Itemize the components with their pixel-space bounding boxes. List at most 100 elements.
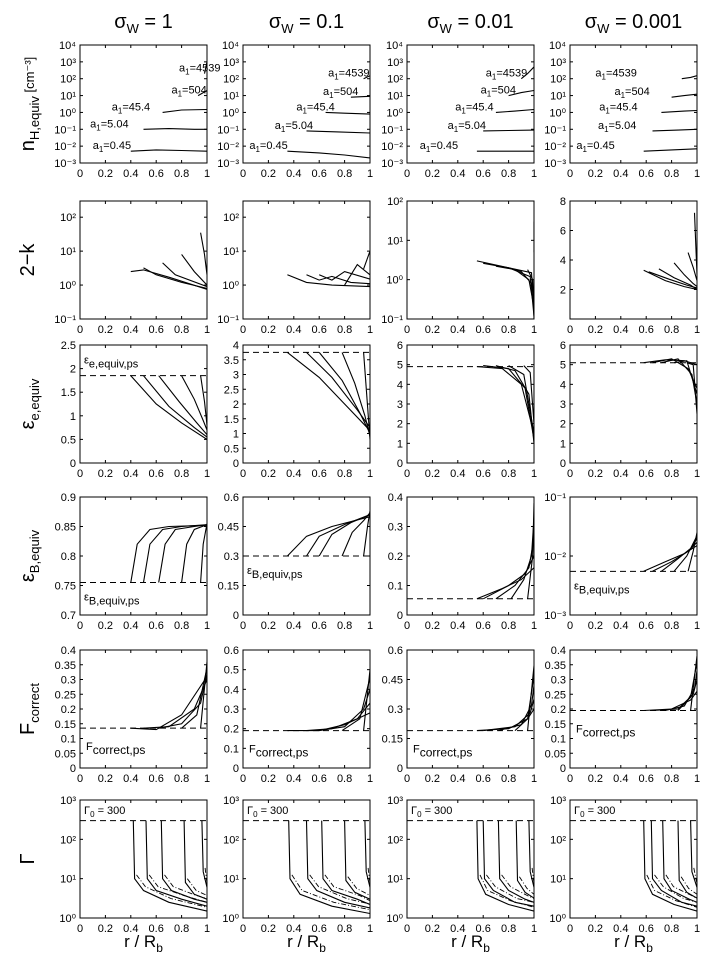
y-tick-label: 10⁴ bbox=[222, 40, 239, 52]
a1-sub: 1 bbox=[96, 123, 101, 132]
y-tick-label: 2.5 bbox=[224, 384, 239, 396]
x-tick-label: 0.6 bbox=[639, 168, 654, 180]
y-tick-label: 10⁴ bbox=[59, 40, 76, 52]
series-line bbox=[652, 128, 697, 132]
a1-symbol: a bbox=[323, 86, 330, 98]
y-tick-label: 10² bbox=[387, 196, 403, 208]
x-axis-label-sub: b bbox=[646, 941, 653, 955]
x-tick-label: 0.8 bbox=[501, 324, 516, 336]
series-line bbox=[201, 820, 207, 888]
series-line bbox=[143, 375, 207, 438]
plot-frame bbox=[242, 44, 371, 164]
x-tick-label: 0.8 bbox=[337, 620, 352, 632]
y-tick-label: 0.45 bbox=[382, 675, 403, 687]
subplot-r3-c2: 0 0.2 0.4 0.6 0.8 1 0 0.1 0.2 0.3 0.4 bbox=[388, 492, 537, 632]
a1-sub: 1 bbox=[99, 145, 104, 154]
x-tick-label: 0.8 bbox=[664, 168, 679, 180]
subplot-r3-c0: 0 0.2 0.4 0.6 0.8 1 0.7 0.75 0.8 0.85 0.9 εB,equiv,… bbox=[55, 492, 210, 632]
a1-value: =0.45 bbox=[587, 140, 615, 152]
a1-value: =45.4 bbox=[122, 101, 150, 113]
y-tick-label: 4 bbox=[397, 379, 403, 391]
y-tick-label: 10⁻² bbox=[217, 141, 239, 153]
x-tick-label: 0.8 bbox=[664, 468, 679, 480]
series-line bbox=[364, 820, 370, 888]
x-tick-label: 0.8 bbox=[337, 324, 352, 336]
a1-symbol: a bbox=[179, 63, 186, 75]
series-line bbox=[510, 517, 534, 600]
series-line bbox=[181, 254, 207, 286]
y-tick-label: 0 bbox=[397, 458, 403, 470]
series-line bbox=[158, 375, 207, 436]
y-tick-label: 0.2 bbox=[61, 704, 76, 716]
y-tick-label: 4 bbox=[233, 340, 239, 352]
a1-sub: 1 bbox=[487, 90, 492, 99]
x-tick-label: 0 bbox=[567, 773, 573, 785]
x-tick-label: 0.8 bbox=[664, 620, 679, 632]
a1-value: =504 bbox=[182, 85, 207, 97]
a1-symbol: a bbox=[614, 86, 621, 98]
series-line bbox=[482, 555, 534, 600]
x-tick-label: 0.4 bbox=[286, 923, 301, 935]
y-tick-label: 5 bbox=[560, 360, 566, 372]
series-line bbox=[514, 675, 534, 732]
y-tick-label: 0.05 bbox=[545, 748, 566, 760]
x-axis-label: r / Rb bbox=[124, 932, 163, 955]
x-tick-label: 0.2 bbox=[261, 620, 276, 632]
plot-frame bbox=[569, 200, 698, 320]
series-line bbox=[287, 351, 370, 431]
x-tick-label: 0 bbox=[240, 773, 246, 785]
x-tick-label: 0.2 bbox=[261, 468, 276, 480]
series-line-dashdot bbox=[136, 874, 207, 908]
subplot-r2-c0: 0 0.2 0.4 0.6 0.8 1 0 0.5 1 1.5 2 2.5 εe,equiv,ps bbox=[61, 340, 210, 480]
x-tick-label: 1 bbox=[367, 324, 373, 336]
a1-series-label: a1=45.4 bbox=[112, 101, 150, 115]
y-tick-label: 3 bbox=[397, 399, 403, 411]
y-tick-label: 10⁻³ bbox=[54, 158, 76, 170]
a1-sub: 1 bbox=[604, 125, 609, 134]
x-tick-label: 0.2 bbox=[588, 773, 603, 785]
x-tick-label: 0.2 bbox=[425, 324, 440, 336]
y-tick-label: 10³ bbox=[387, 795, 403, 807]
x-tick-label: 0.6 bbox=[149, 620, 164, 632]
series-line bbox=[130, 375, 207, 440]
series-line bbox=[681, 75, 697, 80]
a1-series-label: a1=4539 bbox=[328, 68, 369, 82]
series-line bbox=[200, 232, 207, 275]
x-tick-label: 0.4 bbox=[613, 324, 628, 336]
y-tick-label: 0.15 bbox=[55, 719, 76, 731]
series-line bbox=[483, 699, 534, 732]
series-line bbox=[498, 685, 534, 732]
series-line bbox=[132, 820, 207, 912]
y-tick-label: 10⁰ bbox=[59, 107, 76, 119]
subplot-r5-c1: 0 0.2 0.4 0.6 0.8 1 10⁰ 10¹ 10² 10³ Γ0 = 300 bbox=[222, 795, 373, 935]
series-line-dashdot bbox=[501, 874, 534, 899]
x-tick-label: 0.4 bbox=[286, 324, 301, 336]
y-tick-label: 10⁴ bbox=[549, 40, 566, 52]
x-tick-label: 0.6 bbox=[639, 923, 654, 935]
y-tick-label: 1 bbox=[70, 411, 76, 423]
x-tick-label: 0.8 bbox=[501, 620, 516, 632]
x-tick-label: 0.2 bbox=[588, 923, 603, 935]
y-tick-label: 0.85 bbox=[55, 522, 76, 534]
x-tick-label: 0.6 bbox=[149, 773, 164, 785]
x-tick-label: 0.4 bbox=[286, 773, 301, 785]
x-tick-label: 0.2 bbox=[261, 773, 276, 785]
x-tick-label: 0 bbox=[567, 324, 573, 336]
series-line bbox=[483, 365, 534, 440]
y-tick-label: 10⁻² bbox=[544, 551, 566, 563]
y-tick-label: 0.15 bbox=[382, 734, 403, 746]
x-axis-label: r / Rb bbox=[614, 932, 653, 955]
a1-series-label: a1=45.4 bbox=[599, 101, 637, 115]
series-line bbox=[482, 820, 534, 907]
series-line bbox=[650, 820, 697, 907]
subplot-r5-c0: 0 0.2 0.4 0.6 0.8 1 10⁰ 10¹ 10² 10³ Γ0 = 300 bbox=[59, 795, 210, 935]
a1-symbol: a bbox=[598, 120, 605, 132]
gamma0-label: Γ0 = 300 bbox=[574, 805, 615, 819]
row-label-main: F bbox=[17, 723, 39, 735]
series-line bbox=[181, 375, 207, 431]
x-tick-label: 0.8 bbox=[501, 468, 516, 480]
series-line bbox=[495, 265, 534, 308]
series-line bbox=[508, 365, 534, 434]
series-line bbox=[690, 820, 697, 888]
a1-symbol: a bbox=[249, 140, 256, 152]
